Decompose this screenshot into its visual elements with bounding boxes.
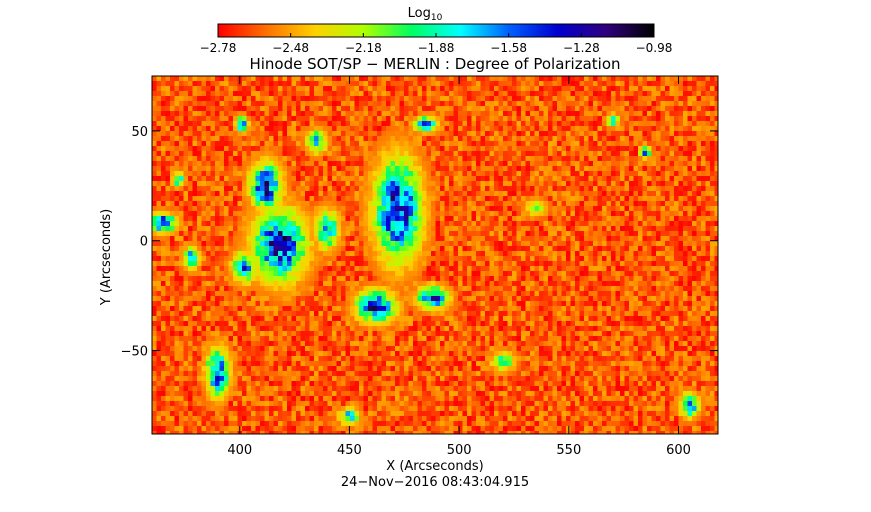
y-tick-label: 50 xyxy=(131,125,148,140)
colorbar-tick-label: −2.18 xyxy=(345,41,382,55)
y-tick-label: 0 xyxy=(140,235,148,250)
colorbar-tick-label: −2.78 xyxy=(200,41,237,55)
x-tick-label: 550 xyxy=(556,443,581,458)
x-tick-label: 500 xyxy=(447,443,472,458)
axes: 400 450 500 550 600 −50 0 50 xyxy=(121,76,718,458)
colorbar-tick-label: −1.88 xyxy=(418,41,455,55)
y-tick-label: −50 xyxy=(121,345,148,360)
colorbar-tick-label: −1.58 xyxy=(490,41,527,55)
chart-title: Hinode SOT/SP − MERLIN : Degree of Polar… xyxy=(249,55,620,73)
colorbar-tick-label: −0.98 xyxy=(636,41,673,55)
x-tick-label: 400 xyxy=(227,443,252,458)
x-tick-label: 450 xyxy=(337,443,362,458)
colorbar-label: Log10 xyxy=(408,6,443,23)
timestamp: 24−Nov−2016 08:43:04.915 xyxy=(341,475,529,490)
colorbar-tick-label: −1.28 xyxy=(563,41,600,55)
heatmap-image xyxy=(152,76,718,434)
plot-frame xyxy=(151,75,719,435)
x-axis-label: X (Arcseconds) xyxy=(386,459,483,474)
x-tick-label: 600 xyxy=(666,443,691,458)
y-axis-label: Y (Arcseconds) xyxy=(99,209,114,306)
colorbar-tick-label: −2.48 xyxy=(272,41,309,55)
colorbar-ticks: −2.78 −2.48 −2.18 −1.88 −1.58 −1.28 −0.98 xyxy=(200,33,673,55)
